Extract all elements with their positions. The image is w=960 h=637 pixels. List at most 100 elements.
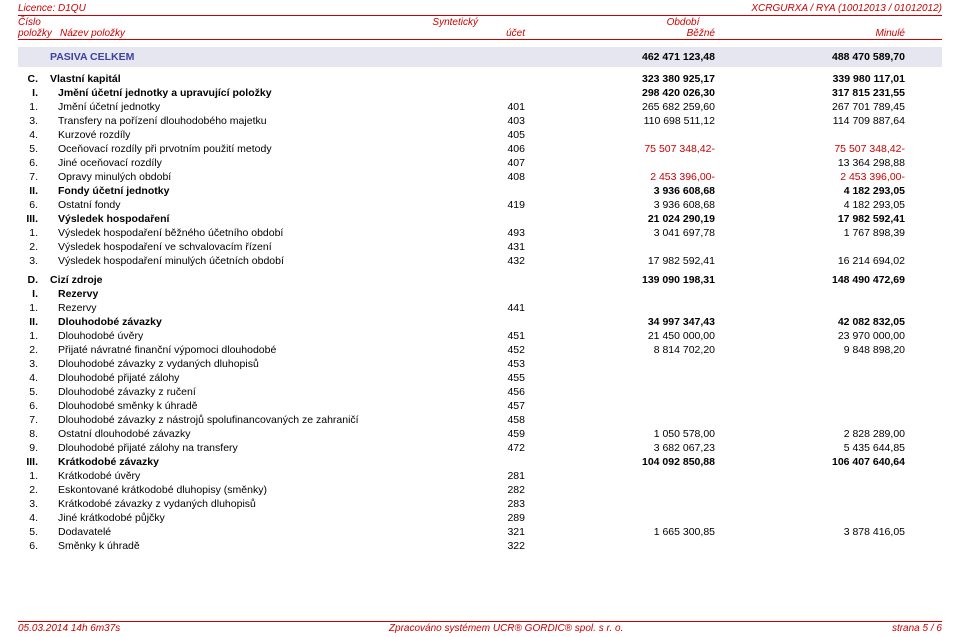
cell-pre: III.: [18, 212, 38, 226]
cell-name: Přijaté návratné finanční výpomoci dlouh…: [38, 343, 400, 357]
table-row: 1.Výsledek hospodaření běžného účetního …: [18, 226, 942, 240]
cell-acc: 453: [400, 357, 525, 371]
cell-name: Dlouhodobé závazky z nástrojů spolufinan…: [38, 413, 400, 427]
cell-pre: 6.: [18, 156, 38, 170]
row-c-ii: II. Fondy účetní jednotky 3 936 608,68 4…: [18, 184, 942, 198]
cell-acc: 401: [400, 100, 525, 114]
cell-acc: 441: [400, 301, 525, 315]
cell-pre: 4.: [18, 511, 38, 525]
cell-pre: C.: [18, 72, 38, 86]
cell-acc: 289: [400, 511, 525, 525]
cell-v2: [715, 413, 905, 427]
cell-acc: 408: [400, 170, 525, 184]
colhead-synteticky: Syntetický: [68, 17, 508, 28]
cell-name: Dlouhodobé závazky z ručení: [38, 385, 400, 399]
row-d-head: D. Cizí zdroje 139 090 198,31 148 490 47…: [18, 273, 942, 287]
cell-name: Rezervy: [38, 287, 400, 301]
table-row: 5.Dodavatelé3211 665 300,853 878 416,05: [18, 525, 942, 539]
cell-name: Dlouhodobé úvěry: [38, 329, 400, 343]
cell-acc: 419: [400, 198, 525, 212]
table-row: 8.Ostatní dlouhodobé závazky4591 050 578…: [18, 427, 942, 441]
group-d: D. Cizí zdroje 139 090 198,31 148 490 47…: [18, 273, 942, 553]
cell-acc: 432: [400, 254, 525, 268]
cell-acc: 283: [400, 497, 525, 511]
cell-v2: 16 214 694,02: [715, 254, 905, 268]
table-row: 4.Dlouhodobé přijaté zálohy455: [18, 371, 942, 385]
cell-v1: 8 814 702,20: [525, 343, 715, 357]
cell-pre: 1.: [18, 469, 38, 483]
cell-pre: III.: [18, 455, 38, 469]
cell-v1: [525, 240, 715, 254]
cell-v1: 75 507 348,42-: [525, 142, 715, 156]
cell-acc: [400, 212, 525, 226]
colhead-polozky: položky: [18, 28, 60, 39]
table-row: 2.Přijaté návratné finanční výpomoci dlo…: [18, 343, 942, 357]
cell-v2: 13 364 298,88: [715, 156, 905, 170]
group-c: C. Vlastní kapitál 323 380 925,17 339 98…: [18, 72, 942, 268]
cell-name: Dlouhodobé směnky k úhradě: [38, 399, 400, 413]
cell-v2: 1 767 898,39: [715, 226, 905, 240]
cell-v2: 23 970 000,00: [715, 329, 905, 343]
cell-pre: 7.: [18, 413, 38, 427]
colhead-minule: Minulé: [715, 28, 905, 39]
footer-timestamp: 05.03.2014 14h 6m37s: [18, 623, 120, 634]
cell-v1: 21 450 000,00: [525, 329, 715, 343]
cell-v2: 339 980 117,01: [715, 72, 905, 86]
cell-v1: 17 982 592,41: [525, 254, 715, 268]
cell-pre: 9.: [18, 441, 38, 455]
colhead-cislo: Číslo: [18, 17, 68, 28]
footer-page: strana 5 / 6: [892, 623, 942, 634]
row-c-i: I. Jmění účetní jednotky a upravující po…: [18, 86, 942, 100]
cell-pre: 6.: [18, 539, 38, 553]
cell-v1: [525, 301, 715, 315]
colhead-ucet: účet: [400, 28, 525, 39]
cell-name: Transfery na pořízení dlouhodobého majet…: [38, 114, 400, 128]
cell-acc: 457: [400, 399, 525, 413]
cell-acc: [400, 86, 525, 100]
cell-v1: 3 682 067,23: [525, 441, 715, 455]
cell-acc: 472: [400, 441, 525, 455]
footer-system: Zpracováno systémem UCR® GORDIC® spol. s…: [389, 623, 623, 634]
cell-name: Ostatní dlouhodobé závazky: [38, 427, 400, 441]
cell-pre: 5.: [18, 525, 38, 539]
cell-pre: 3.: [18, 254, 38, 268]
cell-v2: 267 701 789,45: [715, 100, 905, 114]
table-row: 6.Směnky k úhradě322: [18, 539, 942, 553]
cell-acc: [400, 455, 525, 469]
cell-name: Jmění účetní jednotky a upravující polož…: [38, 86, 400, 100]
cell-v2: 5 435 644,85: [715, 441, 905, 455]
cell-pre: D.: [18, 273, 38, 287]
cell-v2: [715, 357, 905, 371]
table-row: 2.Výsledek hospodaření ve schvalovacím ř…: [18, 240, 942, 254]
row-d-ii: II. Dlouhodobé závazky 34 997 347,43 42 …: [18, 315, 942, 329]
cell-acc: 405: [400, 128, 525, 142]
cell-v2: 42 082 832,05: [715, 315, 905, 329]
cell-v1: [525, 483, 715, 497]
cell-acc: 403: [400, 114, 525, 128]
cell-pre: 3.: [18, 497, 38, 511]
cell-v2: [715, 385, 905, 399]
cell-acc: [400, 72, 525, 86]
cell-v1: 1 665 300,85: [525, 525, 715, 539]
cell-v1: 3 936 608,68: [525, 184, 715, 198]
cell-name: Dlouhodobé přijaté zálohy: [38, 371, 400, 385]
cell-acc: 452: [400, 343, 525, 357]
cell-v1: [525, 399, 715, 413]
cell-name: Vlastní kapitál: [38, 72, 400, 86]
cell-v1: [525, 511, 715, 525]
table-row: 7.Dlouhodobé závazky z nástrojů spolufin…: [18, 413, 942, 427]
cell-pre: 2.: [18, 240, 38, 254]
cell-v1: [525, 539, 715, 553]
cell-pre: 4.: [18, 128, 38, 142]
cell-name: Dlouhodobé přijaté zálohy na transfery: [38, 441, 400, 455]
cell-v1: 1 050 578,00: [525, 427, 715, 441]
cell-name: Výsledek hospodaření běžného účetního ob…: [38, 226, 400, 240]
bar-title: PASIVA CELKEM: [38, 50, 400, 64]
cell-v1: 3 041 697,78: [525, 226, 715, 240]
table-row: 3.Výsledek hospodaření minulých účetních…: [18, 254, 942, 268]
cell-v2: 106 407 640,64: [715, 455, 905, 469]
cell-v2: [715, 287, 905, 301]
table-row: 7.Opravy minulých období4082 453 396,00-…: [18, 170, 942, 184]
bar-v2: 488 470 589,70: [715, 50, 905, 64]
table-row: 5.Oceňovací rozdíly při prvotním použití…: [18, 142, 942, 156]
